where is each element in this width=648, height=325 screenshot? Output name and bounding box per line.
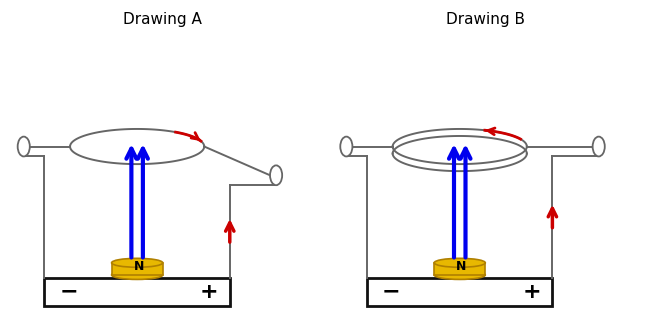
Ellipse shape — [340, 136, 353, 156]
Ellipse shape — [434, 270, 485, 280]
Ellipse shape — [434, 258, 485, 267]
Text: +: + — [200, 282, 218, 302]
Ellipse shape — [111, 270, 163, 280]
Ellipse shape — [593, 136, 605, 156]
Text: N: N — [133, 260, 144, 273]
Text: Drawing B: Drawing B — [446, 12, 525, 27]
Bar — [111, 263, 163, 275]
Text: Drawing A: Drawing A — [123, 12, 202, 27]
Ellipse shape — [111, 258, 163, 267]
Bar — [45, 278, 230, 306]
Ellipse shape — [17, 136, 30, 156]
Text: −: − — [382, 282, 400, 302]
Text: +: + — [522, 282, 541, 302]
Bar — [367, 278, 552, 306]
Text: −: − — [59, 282, 78, 302]
Text: N: N — [456, 260, 467, 273]
Ellipse shape — [270, 165, 282, 185]
Bar — [434, 263, 485, 275]
